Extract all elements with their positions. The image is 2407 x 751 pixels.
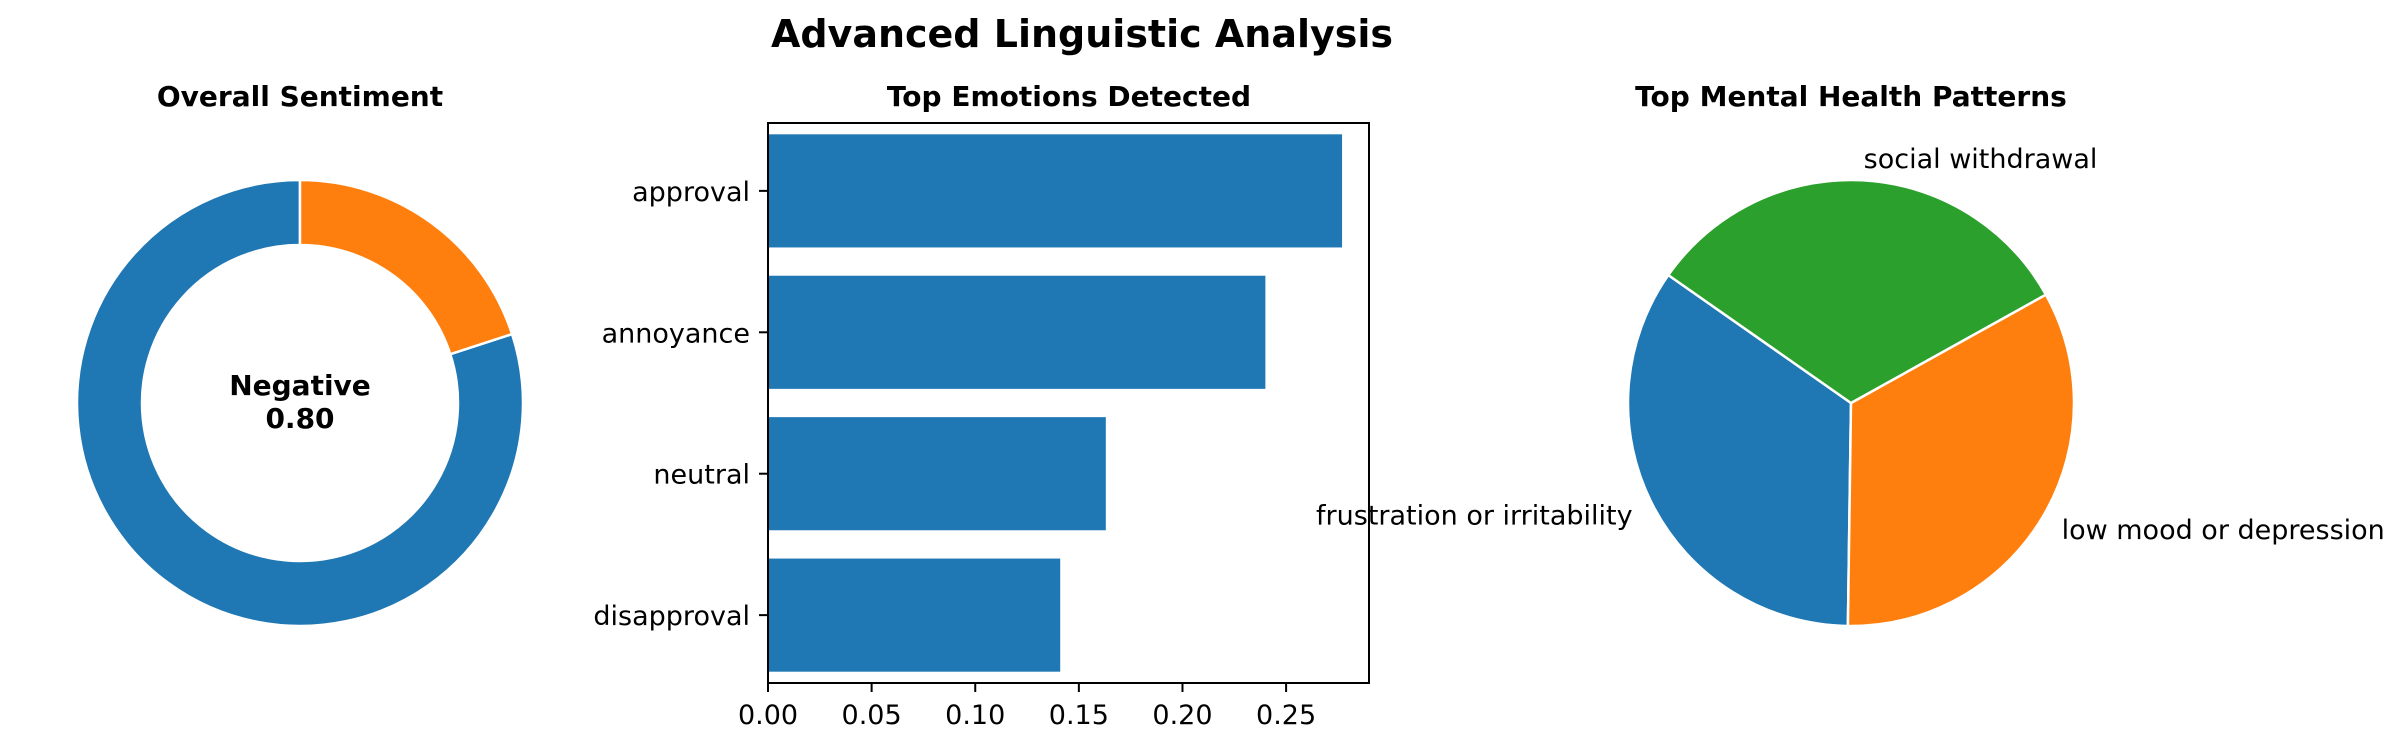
xtick-label-4: 0.20 [1152,700,1212,731]
pattern-label-low-mood-or-depression: low mood or depression [2062,515,2385,546]
emotions-bars [768,134,1343,672]
sentiment-slice-0 [75,178,525,628]
sentiment-donut [75,178,525,628]
emotions-title: Top Emotions Detected [887,80,1251,113]
pattern-label-social-withdrawal: social withdrawal [1864,144,2098,175]
patterns-title: Top Mental Health Patterns [1635,80,2067,113]
emotions-panel: Top Emotions Detected approval annoyance n… [593,80,1370,731]
xtick-label-3: 0.15 [1049,700,1109,731]
patterns-panel: Top Mental Health Patterns frustration o… [1316,80,2385,628]
xtick-label-2: 0.10 [945,700,1005,731]
sentiment-title: Overall Sentiment [157,80,443,113]
emotions-x-axis: 0.00 0.05 0.10 0.15 0.20 0.25 [738,683,1316,731]
bar-approval [768,134,1343,248]
sentiment-label: Negative [229,369,371,402]
bar-disapproval [768,558,1061,672]
sentiment-panel: Overall Sentiment Negative 0.80 [75,80,525,628]
ytick-label-approval: approval [632,177,750,208]
xtick-label-1: 0.05 [842,700,902,731]
bar-neutral [768,417,1106,531]
pattern-slice-low-mood-or-depression [1846,292,2076,628]
pattern-slice-social-withdrawal [1666,178,2048,405]
pattern-slice-frustration-or-irritability [1626,273,1853,628]
bar-annoyance [768,275,1266,389]
ytick-label-neutral: neutral [653,460,750,491]
sentiment-score: 0.80 [265,402,334,435]
patterns-labels: frustration or irritability low mood or d… [1316,144,2385,546]
emotions-plot-frame [767,122,1370,684]
ytick-label-annoyance: annoyance [602,318,750,349]
pattern-label-frustration-or-irritability: frustration or irritability [1316,501,1633,532]
xtick-label-0: 0.00 [738,700,798,731]
figure-title: Advanced Linguistic Analysis [771,12,1393,56]
xtick-label-5: 0.25 [1256,700,1316,731]
emotions-y-axis: approval annoyance neutral disapproval [593,177,768,632]
sentiment-slice-1 [298,178,514,356]
patterns-pie [1626,178,2076,628]
ytick-label-disapproval: disapproval [593,601,750,632]
